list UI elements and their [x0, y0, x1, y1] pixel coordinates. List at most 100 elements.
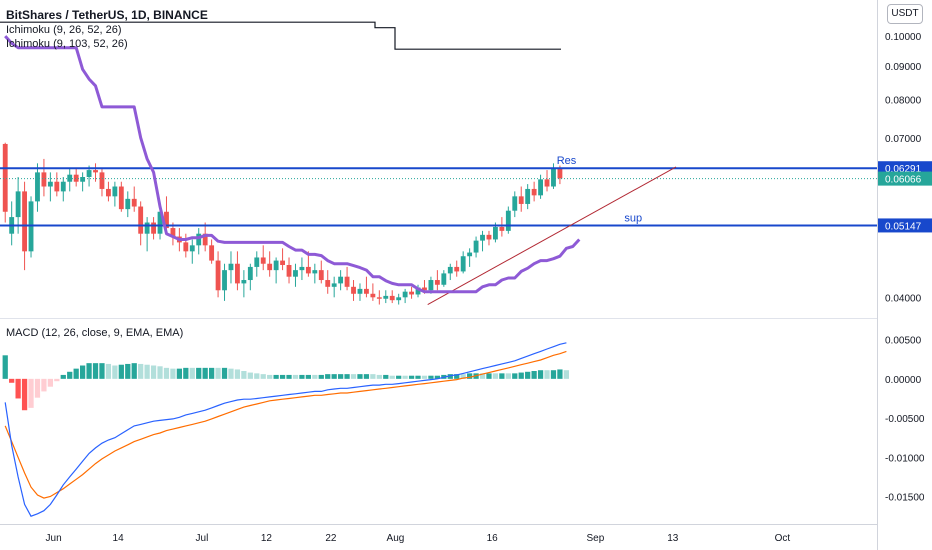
- candle-body: [376, 297, 382, 299]
- grid: [0, 0, 878, 550]
- candle-body: [396, 297, 402, 301]
- macd-label[interactable]: MACD (12, 26, close, 9, EMA, EMA): [6, 327, 184, 339]
- candle-body: [312, 270, 318, 274]
- chart-title: BitShares / TetherUS, 1D, BINANCE: [6, 8, 208, 22]
- macd-histogram-bar: [537, 370, 544, 379]
- macd-histogram-bar: [241, 371, 247, 379]
- macd-histogram-bar: [80, 365, 86, 379]
- macd-histogram-bar: [454, 374, 460, 379]
- macd-histogram-bar: [254, 373, 260, 379]
- candle-body: [189, 245, 195, 252]
- macd-histogram-bar: [357, 374, 363, 379]
- candle-body: [370, 293, 376, 298]
- candle-body: [93, 170, 98, 173]
- macd-histogram-bar: [421, 375, 428, 379]
- candle-body: [338, 276, 344, 284]
- candle-body: [183, 242, 189, 252]
- candles: [2, 142, 563, 305]
- macd-histogram-bar: [105, 363, 112, 379]
- time-tick-label: 14: [113, 533, 125, 544]
- candle-body: [222, 270, 227, 291]
- time-tick-label: Aug: [387, 533, 405, 544]
- candle-body: [260, 257, 266, 264]
- macd-pane: [2, 342, 569, 517]
- macd-tick-label: -0.01500: [885, 493, 925, 504]
- macd-histogram-bar: [408, 375, 415, 379]
- time-tick-label: 12: [261, 533, 273, 544]
- candle-body: [164, 211, 169, 229]
- indicator-ichimoku-1[interactable]: Ichimoku (9, 26, 52, 26): [6, 24, 122, 36]
- macd-histogram-bar: [292, 374, 299, 379]
- macd-histogram-bar: [125, 363, 131, 379]
- currency-button[interactable]: USDT: [887, 4, 923, 24]
- macd-histogram-bar: [512, 373, 518, 379]
- candle-body: [428, 280, 434, 291]
- candle-body: [54, 181, 60, 192]
- macd-histogram-bar: [144, 364, 150, 379]
- price-label: 0.06066: [885, 175, 922, 186]
- macd-histogram-bar: [331, 374, 337, 379]
- macd-histogram-bar: [299, 374, 305, 379]
- candle-body: [280, 260, 285, 266]
- candle-body: [518, 196, 524, 204]
- candle-body: [157, 211, 163, 234]
- candle-body: [454, 266, 460, 272]
- macd-histogram-bar: [479, 373, 486, 379]
- time-tick-label: 16: [487, 533, 499, 544]
- macd-histogram-bar: [34, 378, 41, 398]
- macd-histogram-bar: [350, 374, 357, 379]
- candle-body: [538, 179, 543, 196]
- macd-histogram-bar: [428, 375, 434, 379]
- candle-body: [22, 191, 27, 252]
- macd-histogram-bar: [73, 368, 79, 379]
- candle-body: [41, 172, 47, 187]
- candle-body: [2, 143, 8, 212]
- candle-body: [112, 186, 118, 197]
- candle-body: [247, 266, 253, 281]
- macd-histogram-bar: [67, 371, 73, 379]
- candle-body: [551, 168, 556, 187]
- candle-body: [383, 295, 389, 299]
- candle-body: [144, 222, 150, 234]
- macd-histogram-bar: [389, 375, 395, 379]
- candle-body: [215, 260, 221, 291]
- macd-histogram-bar: [363, 374, 370, 379]
- ichimoku-black-line: [0, 21, 561, 50]
- macd-histogram-bar: [118, 364, 124, 379]
- candle-body: [512, 196, 518, 211]
- candle-body: [318, 270, 324, 281]
- macd-histogram-bar: [189, 367, 195, 379]
- candle-body: [505, 210, 511, 231]
- macd-tick-label: -0.01000: [885, 453, 925, 464]
- macd-histogram-bar: [318, 374, 324, 379]
- candle-body: [499, 226, 505, 231]
- candle-body: [557, 168, 563, 179]
- candle-body: [415, 287, 421, 295]
- macd-histogram-bar: [28, 378, 34, 408]
- macd-histogram-bar: [492, 373, 499, 379]
- trend-line: [427, 166, 677, 305]
- macd-histogram-bar: [150, 365, 157, 379]
- macd-histogram-bar: [54, 378, 60, 382]
- candle-body: [254, 257, 260, 267]
- candle-body: [467, 252, 473, 257]
- macd-histogram-bar: [234, 369, 241, 379]
- candle-body: [305, 266, 311, 274]
- macd-histogram-bar: [447, 374, 453, 379]
- macd-histogram-bar: [376, 374, 382, 379]
- candle-body: [151, 222, 156, 234]
- candle-body: [170, 228, 176, 237]
- candle-body: [422, 287, 427, 291]
- price-tick-label: 0.04000: [885, 293, 922, 304]
- macd-histogram-bar: [86, 363, 92, 379]
- candle-body: [493, 226, 498, 240]
- indicator-ichimoku-2[interactable]: Ichimoku (9, 103, 52, 26): [6, 38, 128, 50]
- macd-histogram-bar: [383, 374, 389, 379]
- macd-histogram-bar: [550, 370, 557, 379]
- price-label: 0.06291: [885, 164, 922, 175]
- macd-histogram-bar: [47, 378, 53, 387]
- candle-body: [99, 172, 105, 189]
- candle-body: [125, 198, 131, 210]
- macd-histogram-bar: [305, 374, 311, 379]
